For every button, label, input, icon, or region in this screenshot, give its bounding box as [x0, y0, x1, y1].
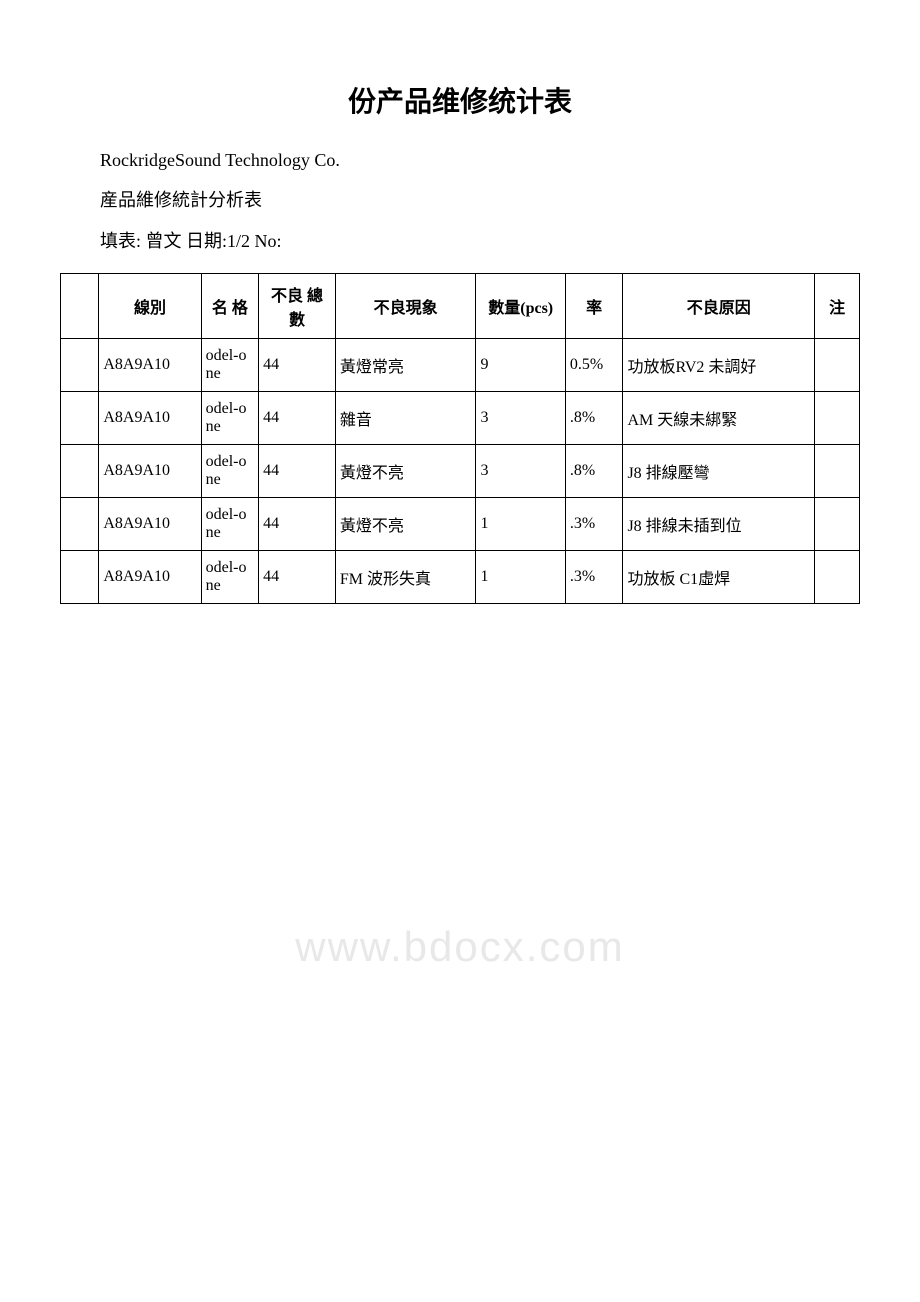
header-total: 不良 總數	[259, 274, 336, 339]
cell-note	[815, 445, 860, 498]
cell-text: A8A9A10	[103, 515, 170, 532]
cell-note	[815, 392, 860, 445]
cell-reason: 功放板RV2 未調好	[623, 339, 815, 392]
header-reason-text: 不良原因	[687, 300, 751, 317]
table-row: A8A9A10 odel-one 44 雜音 3 .8% AM 天線未綁緊	[61, 392, 860, 445]
cell-phenom: 黃燈不亮	[335, 498, 476, 551]
cell-text: 1	[480, 515, 488, 532]
cell-text: A8A9A10	[103, 356, 170, 373]
cell-qty: 1	[476, 551, 565, 604]
cell-total: 44	[259, 339, 336, 392]
header-blank	[61, 274, 99, 339]
cell-text: 雜音	[340, 412, 372, 429]
cell-text: 功放板 C1虛焊	[627, 571, 730, 588]
header-line-text: 線別	[134, 300, 166, 317]
table-row: A8A9A10 odel-one 44 黃燈不亮 1 .3% J8 排線未插到位	[61, 498, 860, 551]
cell-total: 44	[259, 445, 336, 498]
repair-table: 線別 名 格 不良 總數 不良現象 數量(pcs) 率 不良原因 注 A8A9A…	[60, 273, 860, 604]
cell-line: A8A9A10	[99, 339, 201, 392]
cell-name: odel-one	[201, 498, 259, 551]
cell-text: A8A9A10	[103, 568, 170, 585]
cell-text: AM 天線未綁緊	[627, 412, 737, 429]
header-phenomenon: 不良現象	[335, 274, 476, 339]
cell-reason: 功放板 C1虛焊	[623, 551, 815, 604]
cell-phenom: FM 波形失真	[335, 551, 476, 604]
cell-total: 44	[259, 498, 336, 551]
table-row: A8A9A10 odel-one 44 FM 波形失真 1 .3% 功放板 C1…	[61, 551, 860, 604]
cell-name: odel-one	[201, 445, 259, 498]
cell-blank	[61, 392, 99, 445]
cell-phenom: 雜音	[335, 392, 476, 445]
cell-name: odel-one	[201, 551, 259, 604]
cell-text: 44	[263, 409, 279, 426]
cell-qty: 3	[476, 445, 565, 498]
cell-rate: 0.5%	[565, 339, 623, 392]
company-name: RockridgeSound Technology Co.	[100, 150, 860, 171]
watermark: www.bdocx.com	[295, 923, 624, 971]
cell-blank	[61, 339, 99, 392]
cell-text: 44	[263, 356, 279, 373]
cell-text: J8 排線壓彎	[627, 465, 709, 482]
cell-rate: .3%	[565, 551, 623, 604]
header-reason: 不良原因	[623, 274, 815, 339]
cell-note	[815, 339, 860, 392]
cell-blank	[61, 445, 99, 498]
header-note: 注	[815, 274, 860, 339]
cell-text: 黃燈常亮	[340, 359, 404, 376]
cell-text: 9	[480, 356, 488, 373]
cell-rate: .8%	[565, 392, 623, 445]
form-info: 填表: 曾文 日期:1/2 No:	[100, 227, 860, 253]
cell-line: A8A9A10	[99, 392, 201, 445]
table-body: A8A9A10 odel-one 44 黃燈常亮 9 0.5% 功放板RV2 未…	[61, 339, 860, 604]
cell-name: odel-one	[201, 392, 259, 445]
cell-text: 黃燈不亮	[340, 518, 404, 535]
cell-text: A8A9A10	[103, 409, 170, 426]
cell-text: 黃燈不亮	[340, 465, 404, 482]
cell-text: J8 排線未插到位	[627, 518, 741, 535]
cell-note	[815, 498, 860, 551]
cell-blank	[61, 551, 99, 604]
cell-qty: 9	[476, 339, 565, 392]
cell-rate: .8%	[565, 445, 623, 498]
header-name: 名 格	[201, 274, 259, 339]
header-line: 線別	[99, 274, 201, 339]
cell-text: 44	[263, 462, 279, 479]
cell-qty: 1	[476, 498, 565, 551]
cell-text: 44	[263, 515, 279, 532]
header-phenom-text: 不良現象	[374, 300, 438, 317]
cell-phenom: 黃燈常亮	[335, 339, 476, 392]
page-title: 份产品维修统计表	[60, 80, 860, 120]
cell-line: A8A9A10	[99, 445, 201, 498]
subtitle: 産品維修統計分析表	[100, 186, 860, 212]
cell-text: FM 波形失真	[340, 571, 431, 588]
cell-text: 3	[480, 462, 488, 479]
cell-qty: 3	[476, 392, 565, 445]
cell-rate: .3%	[565, 498, 623, 551]
table-row: A8A9A10 odel-one 44 黃燈不亮 3 .8% J8 排線壓彎	[61, 445, 860, 498]
cell-text: 3	[480, 409, 488, 426]
cell-name: odel-one	[201, 339, 259, 392]
cell-blank	[61, 498, 99, 551]
cell-phenom: 黃燈不亮	[335, 445, 476, 498]
cell-reason: J8 排線未插到位	[623, 498, 815, 551]
cell-text: 1	[480, 568, 488, 585]
cell-total: 44	[259, 392, 336, 445]
table-container: www.bdocx.com 線別 名 格 不良 總數 不良現象 數量(pcs) …	[60, 273, 860, 604]
cell-text: A8A9A10	[103, 462, 170, 479]
header-rate: 率	[565, 274, 623, 339]
cell-text: 功放板RV2 未調好	[627, 359, 756, 376]
cell-line: A8A9A10	[99, 551, 201, 604]
table-header-row: 線別 名 格 不良 總數 不良現象 數量(pcs) 率 不良原因 注	[61, 274, 860, 339]
header-qty-text: 數量(pcs)	[488, 300, 553, 317]
cell-reason: J8 排線壓彎	[623, 445, 815, 498]
cell-line: A8A9A10	[99, 498, 201, 551]
cell-text: 44	[263, 568, 279, 585]
cell-note	[815, 551, 860, 604]
header-qty: 數量(pcs)	[476, 274, 565, 339]
cell-total: 44	[259, 551, 336, 604]
table-row: A8A9A10 odel-one 44 黃燈常亮 9 0.5% 功放板RV2 未…	[61, 339, 860, 392]
cell-reason: AM 天線未綁緊	[623, 392, 815, 445]
